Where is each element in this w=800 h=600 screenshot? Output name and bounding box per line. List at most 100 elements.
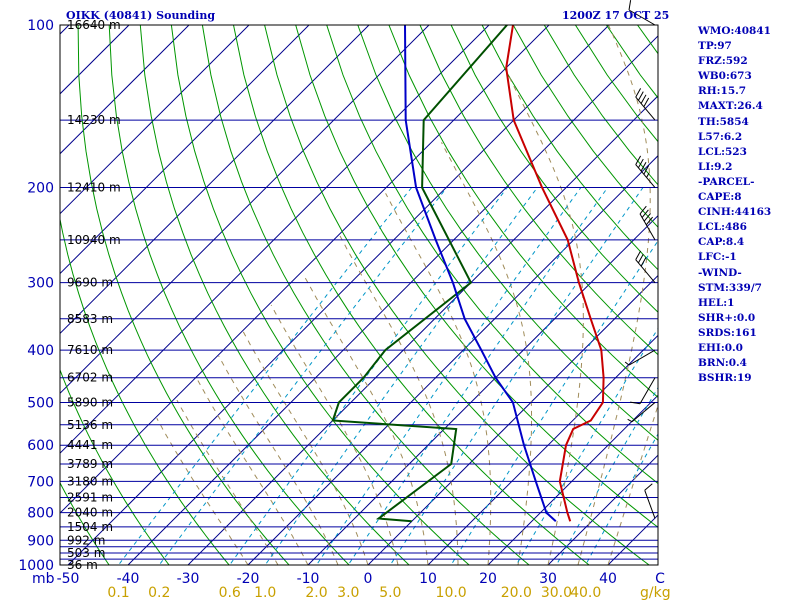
- index-line: -WIND-: [698, 266, 742, 279]
- index-line: TH:5854: [698, 115, 749, 128]
- moist-adiabat-line: [385, 193, 492, 565]
- temperature-tick-label: -10: [297, 571, 320, 587]
- temperature-tick-label: -30: [177, 571, 200, 587]
- height-label: 3180 m: [67, 474, 113, 488]
- index-line: CAPE:8: [698, 191, 742, 204]
- pressure-tick-label: 900: [27, 533, 54, 549]
- mixing-ratio-label: 0.6: [219, 585, 241, 600]
- moist-adiabat-line: [218, 355, 339, 565]
- mixing-ratio-unit: g/kg: [640, 585, 671, 600]
- height-label: 6702 m: [67, 371, 113, 385]
- dry-adiabat-line: [450, 25, 658, 313]
- dry-adiabat-line: [60, 481, 110, 565]
- index-line: HEL:1: [698, 296, 735, 309]
- temperature-tick-label: 40: [599, 571, 617, 587]
- pressure-tick-label: 100: [27, 18, 54, 34]
- index-line: LI:9.2: [698, 160, 733, 173]
- mixing-ratio-line: [264, 187, 538, 565]
- isotherm-line: [60, 25, 190, 155]
- index-line: CINH:44163: [698, 206, 772, 219]
- dry-adiabat-line: [419, 25, 658, 356]
- index-line: RH:15.7: [698, 85, 747, 98]
- moist-adiabat-line: [156, 418, 249, 565]
- moist-adiabat-line: [270, 304, 399, 565]
- dry-adiabat-line: [60, 216, 230, 565]
- index-line: TP:97: [698, 40, 732, 53]
- wind-barb: [635, 155, 656, 188]
- height-label: 10940 m: [67, 233, 121, 247]
- dry-adiabat-line: [388, 25, 658, 398]
- dry-adiabat-line: [357, 25, 658, 441]
- dry-adiabat-line: [201, 25, 530, 565]
- height-label: 3789 m: [67, 457, 113, 471]
- pressure-tick-label: 800: [27, 506, 54, 522]
- mixing-ratio-line: [117, 187, 412, 565]
- chart-title: OIKK (40841) Sounding: [66, 9, 216, 22]
- index-line: LCL:523: [698, 145, 747, 158]
- height-label: 1504 m: [67, 520, 113, 534]
- index-line: SRDS:161: [698, 326, 757, 339]
- height-label: 14230 m: [67, 113, 121, 127]
- mixing-ratio-line: [347, 187, 609, 565]
- dry-adiabat-line: [139, 25, 410, 565]
- isotherm-line: [427, 334, 658, 565]
- wind-barb: [635, 88, 656, 121]
- mixing-ratio-label: 40.0: [570, 585, 601, 600]
- plot-frame: [59, 24, 659, 566]
- index-line: FRZ:592: [698, 55, 748, 68]
- stability-indices: WMO:40841 TP:97 FRZ:592 WB0:673 RH:15.7 MAXT:…: [698, 24, 798, 386]
- mixing-ratio-label: 2.0: [305, 585, 327, 600]
- dry-adiabat-line: [295, 25, 658, 528]
- mixing-ratio-label: 3.0: [337, 585, 359, 600]
- wind-barb: [624, 349, 656, 366]
- pressure-tick-label: 600: [27, 438, 54, 454]
- wind-barb: [635, 250, 656, 283]
- isotherm-line: [60, 25, 430, 395]
- wind-barb: [627, 402, 656, 423]
- isotherm-line: [367, 274, 658, 565]
- mixing-ratio-label: 10.0: [436, 585, 467, 600]
- pressure-tick-label: 300: [27, 276, 54, 292]
- index-line: LFC:-1: [698, 251, 737, 264]
- dry-adiabat-line: [233, 25, 590, 565]
- index-line: SHR+:0.0: [698, 311, 756, 324]
- mixing-ratio-line: [158, 187, 448, 565]
- mixing-ratio-label: 0.1: [107, 585, 129, 600]
- temperature-profile-line: [505, 25, 605, 522]
- mixing-ratio-label: 0.2: [148, 585, 170, 600]
- height-label: 12410 m: [67, 181, 121, 195]
- pressure-unit-label: mb: [32, 571, 55, 587]
- temperature-tick-label: 30: [539, 571, 557, 587]
- isotherm-line: [547, 454, 658, 565]
- pressure-tick-label: 200: [27, 181, 54, 197]
- isotherm-line: [60, 25, 370, 335]
- index-line: L57:6.2: [698, 130, 743, 143]
- height-label: 5890 m: [67, 395, 113, 409]
- dry-adiabat-line: [264, 25, 650, 565]
- index-line: LCL:486: [698, 221, 747, 234]
- mixing-ratio-line: [555, 386, 658, 565]
- parcel-profile-line: [404, 25, 557, 523]
- height-label: 4441 m: [67, 438, 113, 452]
- height-label: 992 m: [67, 533, 105, 547]
- mixing-ratio-label: 5.0: [379, 585, 401, 600]
- dry-adiabat-line: [481, 25, 658, 271]
- wind-barb: [644, 483, 656, 519]
- mixing-ratio-line: [389, 187, 644, 565]
- moist-adiabat-line: [441, 142, 533, 565]
- height-label: 503 m: [67, 546, 105, 560]
- temperature-tick-label: 10: [419, 571, 437, 587]
- height-label: 8583 m: [67, 312, 113, 326]
- height-label: 5136 m: [67, 418, 113, 432]
- wind-barb: [630, 377, 656, 405]
- temperature-tick-label: C: [655, 571, 665, 587]
- index-line: WMO:40841: [698, 25, 771, 37]
- index-line: EHI:0.0: [698, 341, 743, 354]
- isotherm-line: [487, 394, 658, 565]
- valid-time: 1200Z 17 OCT 25: [562, 9, 670, 22]
- dewpoint-profile-line: [331, 25, 508, 523]
- temperature-tick-label: 0: [364, 571, 373, 587]
- isotherm-line: [60, 25, 490, 454]
- index-line: MAXT:26.4: [698, 100, 763, 113]
